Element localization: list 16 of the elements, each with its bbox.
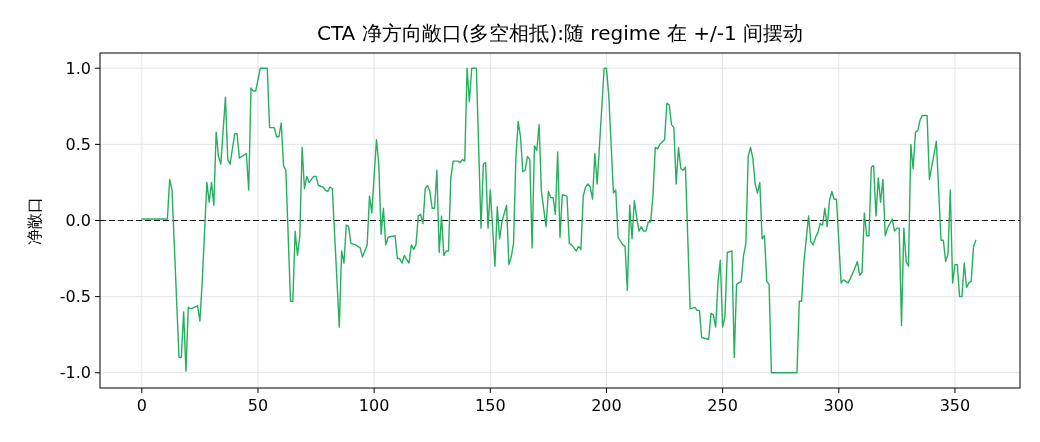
line-series (141, 67, 977, 374)
x-tick-label: 300 (823, 396, 855, 415)
x-tick-label: 150 (475, 396, 506, 415)
x-tick-label: 100 (358, 396, 390, 415)
x-tick-label: 250 (707, 396, 738, 415)
y-tick-label: 0.0 (65, 211, 91, 231)
y-axis-title: 净敞口 (25, 196, 44, 245)
y-tick-label: -0.5 (59, 287, 91, 307)
y-tick-label: 0.5 (65, 134, 91, 154)
x-tick-label: 50 (247, 396, 269, 415)
x-tick-label: 350 (939, 396, 971, 415)
y-tick-label: 1.0 (65, 58, 91, 78)
chart-title: CTA 净方向敞口(多空相抵):随 regime 在 +/-1 间摆动 (316, 21, 804, 45)
x-tick-label: 200 (591, 396, 622, 415)
x-tick-label: 0 (136, 396, 147, 415)
y-tick-label: -1.0 (59, 363, 91, 383)
